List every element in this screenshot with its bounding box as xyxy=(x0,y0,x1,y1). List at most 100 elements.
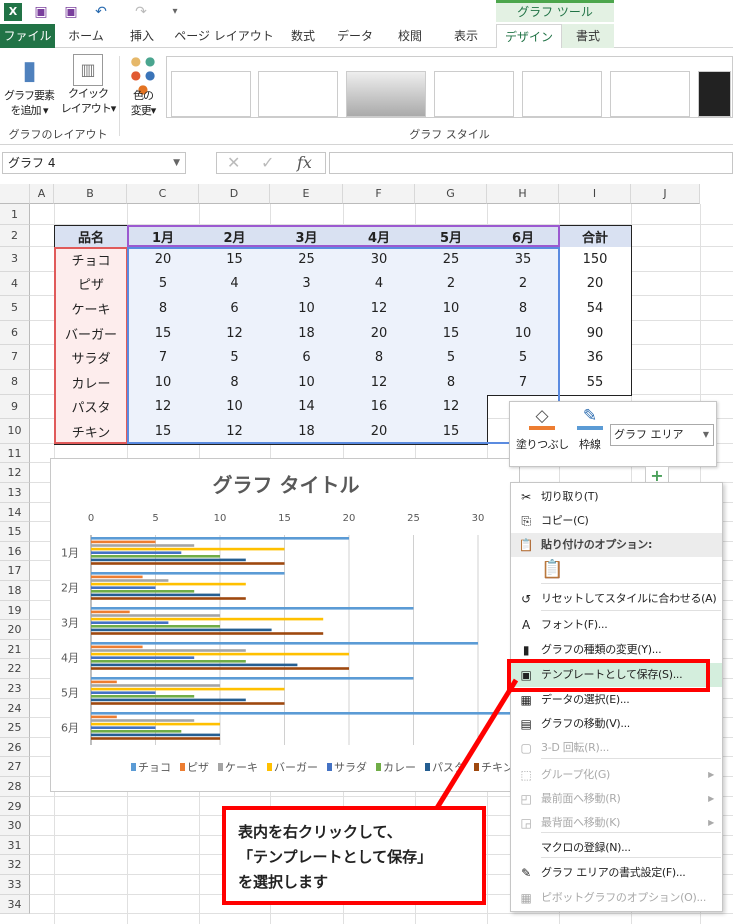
column-header-B[interactable]: B xyxy=(54,184,127,204)
tab-formulas[interactable]: 数式 xyxy=(290,29,315,43)
insert-function-icon[interactable]: fx xyxy=(297,153,312,172)
enter-icon[interactable]: ✓ xyxy=(261,153,275,172)
menu-item[interactable]: ✎ グラフ エリアの書式設定(F)... xyxy=(511,861,722,885)
menu-item[interactable]: ◰ 最前面へ移動(R) ▶ xyxy=(511,787,722,811)
column-header-J[interactable]: J xyxy=(631,184,700,204)
tab-data[interactable]: データ xyxy=(336,29,373,43)
tab-view[interactable]: 表示 xyxy=(453,29,478,43)
table-cell[interactable]: 20 xyxy=(343,419,416,445)
row-header-21[interactable]: 21 xyxy=(0,639,30,660)
row-header-19[interactable]: 19 xyxy=(0,600,30,621)
menu-item[interactable]: ▤ グラフの移動(V)... xyxy=(511,712,722,736)
tab-review[interactable]: 校閲 xyxy=(397,29,422,43)
menu-item[interactable]: ⬚ グループ化(G) ▶ xyxy=(511,763,722,787)
tab-page-layout[interactable]: ページ レイアウト xyxy=(174,29,274,43)
chart-style-2[interactable] xyxy=(258,71,338,117)
row-header-20[interactable]: 20 xyxy=(0,620,30,640)
row-header-1[interactable]: 1 xyxy=(0,204,30,225)
table-cell[interactable]: 55 xyxy=(559,370,632,396)
column-header-E[interactable]: E xyxy=(270,184,343,204)
customize-icon[interactable]: ▾ xyxy=(172,6,178,17)
table-cell[interactable]: 20 xyxy=(559,271,632,298)
menu-item[interactable]: ◲ 最背面へ移動(K) ▶ xyxy=(511,811,722,835)
column-header-A[interactable]: A xyxy=(30,184,54,204)
chart-area[interactable]: グラフ タイトル 0 5 10 15 20 25 30 1月 2月 3月 4月 5月 6月 チョコ ピザ ケーキ… xyxy=(50,458,520,792)
table-cell[interactable]: 35 xyxy=(487,247,560,273)
undo-icon[interactable]: ↶ xyxy=(95,4,107,20)
chart-style-4[interactable] xyxy=(434,71,514,117)
table-cell[interactable]: 10 xyxy=(270,296,344,322)
table-cell[interactable]: 7 xyxy=(487,370,560,396)
row-header-30[interactable]: 30 xyxy=(0,816,30,836)
quick-layout-button[interactable]: ▥ クイック レイアウト▾ xyxy=(58,54,118,116)
table-cell[interactable]: 30 xyxy=(343,247,416,273)
column-header-C[interactable]: C xyxy=(127,184,199,204)
row-header-17[interactable]: 17 xyxy=(0,561,30,581)
menu-item[interactable]: ▢ 3-D 回転(R)... xyxy=(511,736,722,760)
row-header-7[interactable]: 7 xyxy=(0,345,30,370)
row-header-27[interactable]: 27 xyxy=(0,757,30,777)
menu-item[interactable]: ✂ 切り取り(T) xyxy=(511,485,722,509)
tab-design[interactable]: デザイン xyxy=(496,24,562,49)
row-header-6[interactable]: 6 xyxy=(0,320,30,346)
table-cell[interactable]: 12 xyxy=(199,419,271,445)
table-cell[interactable]: 10 xyxy=(270,370,344,396)
cancel-icon[interactable]: ✕ xyxy=(227,153,241,172)
table-cell[interactable]: 6 xyxy=(270,345,344,371)
chart-style-6[interactable] xyxy=(610,71,690,117)
table-cell[interactable]: 2 xyxy=(487,271,560,298)
menu-item[interactable]: A フォント(F)... xyxy=(511,613,722,637)
tab-file[interactable]: ファイル xyxy=(0,24,55,48)
row-header-31[interactable]: 31 xyxy=(0,835,30,856)
row-header-24[interactable]: 24 xyxy=(0,698,30,719)
tab-insert[interactable]: 挿入 xyxy=(129,29,154,43)
row-header-18[interactable]: 18 xyxy=(0,581,30,601)
row-header-28[interactable]: 28 xyxy=(0,777,30,797)
row-header-29[interactable]: 29 xyxy=(0,796,30,817)
tab-home[interactable]: ホーム xyxy=(68,29,104,43)
table-cell[interactable]: 36 xyxy=(559,345,632,371)
table-header-cell[interactable]: 合計 xyxy=(559,225,632,248)
table-cell[interactable]: 5 xyxy=(487,345,560,371)
column-header-I[interactable]: I xyxy=(559,184,631,204)
chart-style-7[interactable] xyxy=(698,71,731,117)
row-header-15[interactable]: 15 xyxy=(0,522,30,542)
save-icon[interactable]: ▣ xyxy=(34,4,48,20)
row-header-13[interactable]: 13 xyxy=(0,483,30,503)
chart-elements-plus-button[interactable]: + xyxy=(645,466,669,485)
row-header-16[interactable]: 16 xyxy=(0,541,30,562)
row-header-11[interactable]: 11 xyxy=(0,443,30,464)
column-header-H[interactable]: H xyxy=(487,184,559,204)
row-header-12[interactable]: 12 xyxy=(0,463,30,483)
menu-item[interactable]: ▦ データの選択(E)... xyxy=(511,688,722,712)
fill-button[interactable]: ◇ 塗りつぶし xyxy=(516,406,569,452)
row-header-10[interactable]: 10 xyxy=(0,419,30,444)
column-header-D[interactable]: D xyxy=(199,184,270,204)
column-header-F[interactable]: F xyxy=(343,184,415,204)
name-box[interactable]: グラフ 4 ▼ xyxy=(2,152,186,174)
formula-input[interactable] xyxy=(329,152,733,174)
chart-style-1[interactable] xyxy=(171,71,251,117)
table-cell[interactable]: 15 xyxy=(415,419,488,445)
row-header-8[interactable]: 8 xyxy=(0,370,30,395)
table-cell[interactable]: 20 xyxy=(127,247,200,273)
menu-item[interactable]: ▮ グラフの種類の変更(Y)... xyxy=(511,638,722,662)
table-cell[interactable]: 5 xyxy=(127,271,200,298)
chart-style-3[interactable] xyxy=(346,71,426,117)
table-cell[interactable]: ケーキ xyxy=(54,296,128,322)
menu-item[interactable]: ▣ テンプレートとして保存(S)... xyxy=(511,663,722,687)
outline-button[interactable]: ✎ 枠線 xyxy=(572,406,608,452)
paste-option-icon[interactable]: 📋 xyxy=(541,559,564,580)
add-chart-element-button[interactable]: ▮ グラフ要素 を追加 ▾ xyxy=(0,54,58,118)
column-header-G[interactable]: G xyxy=(415,184,487,204)
select-all-corner[interactable] xyxy=(0,184,30,204)
row-header-26[interactable]: 26 xyxy=(0,737,30,758)
row-header-14[interactable]: 14 xyxy=(0,502,30,523)
table-cell[interactable]: 12 xyxy=(127,394,200,421)
row-header-5[interactable]: 5 xyxy=(0,296,30,321)
row-header-9[interactable]: 9 xyxy=(0,394,30,420)
redo-icon[interactable]: ↷ xyxy=(135,4,147,20)
menu-item[interactable]: ⎘ コピー(C) xyxy=(511,509,722,533)
table-cell[interactable]: 14 xyxy=(270,394,344,421)
chart-element-select[interactable]: グラフ エリア ▼ xyxy=(610,424,714,446)
